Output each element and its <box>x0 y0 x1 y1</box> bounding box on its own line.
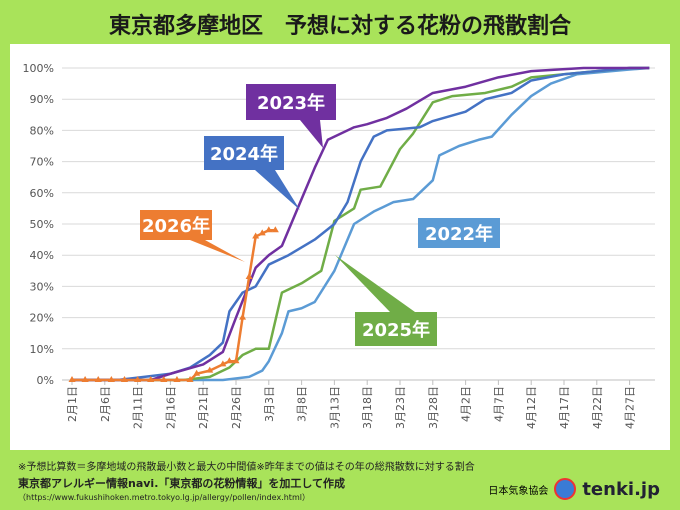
data-point <box>265 226 273 233</box>
x-tick-label: 3月8日 <box>296 386 309 422</box>
x-tick-label: 2月11日 <box>132 386 145 429</box>
data-point <box>173 376 181 382</box>
brand-logo: 日本気象協会 tenki.jp <box>488 478 660 500</box>
x-tick-label: 4月22日 <box>591 386 604 429</box>
y-tick-label: 30% <box>30 280 54 293</box>
series-label: 2025年 <box>362 319 430 341</box>
data-point <box>252 232 260 239</box>
callout-box <box>140 210 212 240</box>
series-label: 2024年 <box>210 143 278 165</box>
series-label: 2022年 <box>425 223 493 245</box>
callout-box <box>418 218 500 248</box>
x-tick-label: 2月1日 <box>66 386 79 422</box>
x-tick-label: 2月21日 <box>197 386 210 429</box>
x-tick-label: 4月2日 <box>460 386 473 422</box>
data-point <box>271 226 279 233</box>
data-point <box>68 376 76 382</box>
callout-box <box>204 136 284 170</box>
x-tick-label: 2月6日 <box>99 386 112 422</box>
data-point <box>258 229 266 236</box>
x-tick-label: 2月16日 <box>164 386 177 429</box>
x-tick-label: 3月23日 <box>394 386 407 429</box>
data-point <box>134 376 142 382</box>
x-tick-label: 3月28日 <box>427 386 440 429</box>
data-point <box>206 366 214 373</box>
callout-box <box>246 84 336 120</box>
data-point <box>94 376 102 382</box>
callout-pointer <box>255 170 300 210</box>
callout-pointer <box>335 255 415 312</box>
series-line-2022年 <box>72 66 650 382</box>
data-point <box>232 357 240 364</box>
series-line-2023年 <box>72 66 650 382</box>
callout-pointer <box>300 120 323 148</box>
note-line-2: 東京都アレルギー情報navi.「東京都の花粉情報」を加工して作成 <box>18 477 346 490</box>
x-tick-label: 4月27日 <box>624 386 637 429</box>
brand-site: tenki.jp <box>582 478 660 500</box>
y-tick-label: 80% <box>30 124 54 137</box>
note-line-1: ※予想比算数＝多摩地域の飛散最小数と最大の中間値※昨年までの値はその年の総飛散数… <box>18 462 475 473</box>
series-label: 2023年 <box>257 92 325 114</box>
x-tick-label: 4月12日 <box>525 386 538 429</box>
x-tick-label: 3月13日 <box>328 386 341 429</box>
data-point <box>186 376 194 382</box>
chart-title: 東京都多摩地区 予想に対する花粉の飛散割合 <box>108 14 571 39</box>
x-tick-label: 4月7日 <box>492 386 505 422</box>
data-point <box>107 376 115 382</box>
y-tick-label: 10% <box>30 343 54 356</box>
series-line-2024年 <box>72 66 650 382</box>
y-tick-label: 100% <box>23 62 54 75</box>
data-point <box>239 313 247 320</box>
data-point <box>219 360 227 367</box>
y-tick-label: 60% <box>30 187 54 200</box>
data-point <box>81 376 89 382</box>
chart-panel <box>10 44 670 450</box>
tenki-logo-icon <box>554 478 577 500</box>
data-point <box>225 357 233 364</box>
y-tick-label: 20% <box>30 312 54 325</box>
callout-pointer <box>190 240 245 262</box>
brand-org: 日本気象協会 <box>488 485 549 497</box>
series-line-2025年 <box>72 66 650 382</box>
data-point <box>147 376 155 382</box>
data-point <box>245 273 253 280</box>
x-tick-label: 3月18日 <box>361 386 374 429</box>
y-tick-label: 70% <box>30 156 54 169</box>
data-point <box>193 369 201 376</box>
y-tick-label: 40% <box>30 249 54 262</box>
note-line-3: （https://www.fukushihoken.metro.tokyo.lg… <box>18 493 310 502</box>
y-tick-label: 90% <box>30 93 54 106</box>
y-tick-label: 0% <box>37 374 54 387</box>
callout-box <box>355 312 437 346</box>
series-label: 2026年 <box>142 215 210 237</box>
x-tick-label: 4月17日 <box>558 386 571 429</box>
data-point <box>160 376 168 382</box>
series-line-2026年 <box>72 228 276 382</box>
y-tick-label: 50% <box>30 218 54 231</box>
data-point <box>120 376 128 382</box>
x-tick-label: 2月26日 <box>230 386 243 429</box>
x-tick-label: 3月3日 <box>263 386 276 422</box>
